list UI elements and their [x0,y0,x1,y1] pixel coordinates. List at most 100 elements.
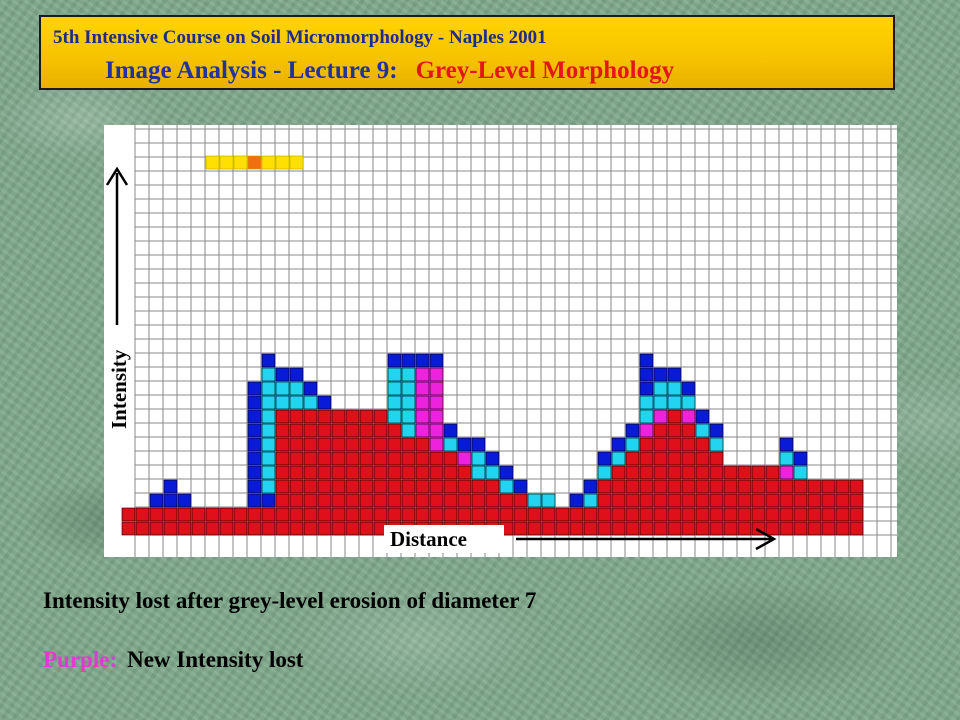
intensity-cell [723,507,738,522]
intensity-cell [457,451,472,466]
intensity-cell [415,395,430,410]
intensity-cell [331,493,346,508]
intensity-cell [289,479,304,494]
intensity-cell [345,409,360,424]
intensity-cell [275,423,290,438]
intensity-cell [485,507,500,522]
intensity-cell [401,353,416,368]
intensity-cell [303,493,318,508]
intensity-cell [695,451,710,466]
intensity-cell [261,521,276,536]
intensity-cell [723,465,738,480]
y-axis-label-bg [106,325,130,433]
intensity-cell [163,479,178,494]
intensity-cell [653,367,668,382]
intensity-cell [639,409,654,424]
intensity-cell [597,451,612,466]
intensity-cell [359,521,374,536]
intensity-cell [247,381,262,396]
intensity-cell [471,437,486,452]
intensity-cell [303,465,318,480]
intensity-cell [331,451,346,466]
intensity-cell [541,493,556,508]
intensity-cell [401,493,416,508]
intensity-cell [359,493,374,508]
intensity-cell [513,493,528,508]
intensity-cell [289,521,304,536]
intensity-cell [415,381,430,396]
intensity-cell [569,493,584,508]
erosion-diagram: Intensity Distance [104,125,897,557]
intensity-cell [443,423,458,438]
y-axis-label: Intensity [107,349,131,429]
intensity-cell [219,507,234,522]
intensity-cell [275,367,290,382]
intensity-cell [317,507,332,522]
intensity-cell [415,409,430,424]
legend: Purple: New Intensity lost [43,647,303,673]
y-axis-arrowhead [105,166,129,186]
intensity-cell [373,451,388,466]
intensity-cell [695,507,710,522]
x-axis-label: Distance [390,527,467,551]
intensity-cell [779,493,794,508]
intensity-cell [653,521,668,536]
intensity-cell [555,507,570,522]
intensity-cell [247,507,262,522]
intensity-cell [723,521,738,536]
intensity-cell [779,479,794,494]
intensity-cell [233,521,248,536]
intensity-cell [709,493,724,508]
intensity-cell [177,521,192,536]
intensity-cell [373,409,388,424]
intensity-cell [261,479,276,494]
intensity-cell [387,423,402,438]
intensity-cell [261,437,276,452]
intensity-cell [583,479,598,494]
intensity-cell [317,409,332,424]
intensity-cell [611,479,626,494]
lecture-label: Image Analysis - Lecture 9: [105,57,398,84]
intensity-cell [331,437,346,452]
intensity-cell [345,507,360,522]
intensity-cell [289,409,304,424]
intensity-cell [751,507,766,522]
intensity-cell [667,367,682,382]
intensity-cell [471,465,486,480]
intensity-cell [373,493,388,508]
intensity-cell [303,451,318,466]
intensity-cell [261,451,276,466]
intensity-cell [639,479,654,494]
intensity-cell [261,367,276,382]
intensity-cell [835,507,850,522]
intensity-cell [485,479,500,494]
intensity-cell [779,507,794,522]
intensity-cell [247,423,262,438]
intensity-cell [275,409,290,424]
intensity-cell [765,465,780,480]
intensity-cell [625,507,640,522]
intensity-cell [457,493,472,508]
intensity-cell [737,507,752,522]
intensity-cell [415,479,430,494]
intensity-cell [681,465,696,480]
intensity-cell [667,437,682,452]
legend-key: Purple: [43,647,118,672]
intensity-cell [779,451,794,466]
intensity-cell [681,451,696,466]
intensity-cell [765,521,780,536]
intensity-cell [163,493,178,508]
intensity-cell [597,521,612,536]
intensity-cell [415,353,430,368]
intensity-cell [499,465,514,480]
intensity-cell [485,451,500,466]
intensity-cell [359,507,374,522]
intensity-cell [415,451,430,466]
intensity-cell [429,423,444,438]
intensity-cell [569,521,584,536]
x-axis: Distance [384,525,777,553]
intensity-cell [681,437,696,452]
intensity-cell [793,451,808,466]
intensity-cell [639,437,654,452]
intensity-cell [625,465,640,480]
